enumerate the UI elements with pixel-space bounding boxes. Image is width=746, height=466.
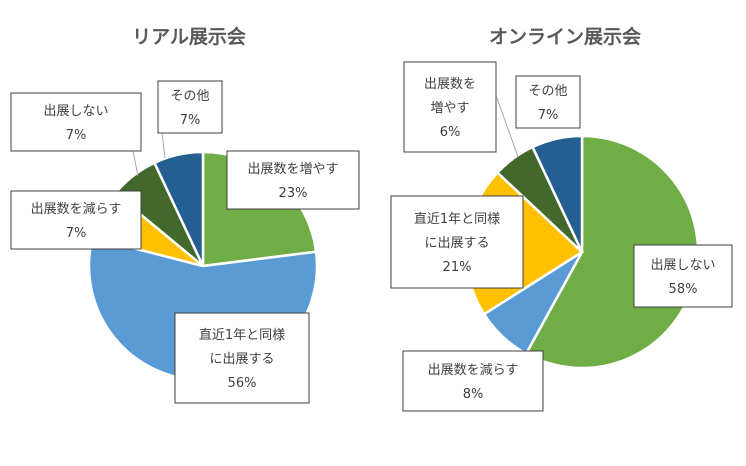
data-label: その他 7% [157, 80, 223, 134]
data-label-text: に出展する [209, 352, 274, 367]
data-label-text: 出展しない [43, 104, 108, 119]
data-label-box [633, 244, 733, 308]
data-label: 出展数を増やす 23% [226, 150, 360, 210]
data-label-text: その他 [528, 84, 567, 99]
data-label-box [390, 195, 524, 289]
data-label-text: 7% [538, 108, 559, 123]
data-label-box [402, 350, 544, 412]
data-label-text: 出展数を [424, 77, 476, 92]
pie-slice [152, 150, 205, 267]
data-labels: 出展数を増やす23%直近1年と同様に出展する56%出展数を減らす7%出展しない7… [10, 61, 733, 412]
data-label-box [10, 92, 142, 152]
data-label-text: に出展する [424, 236, 489, 251]
data-label-text: 23% [279, 186, 308, 201]
data-label-text: 7% [66, 128, 87, 143]
data-label-box [515, 75, 581, 129]
data-label: 出展しない 7% [10, 92, 142, 152]
leader-line [161, 132, 166, 159]
data-label: 出展数を減らす 7% [10, 190, 142, 250]
data-label-text: 増やす [430, 101, 469, 116]
data-label: 出展数を増やす 6% [403, 61, 497, 153]
leader-line [496, 97, 519, 158]
data-label-box [157, 80, 223, 134]
data-label-text: 出展数を減らす [31, 201, 122, 217]
data-label-text: 直近1年と同様 [199, 328, 285, 343]
data-label-text: 出展数を減らす [428, 362, 519, 378]
pie-slice [530, 134, 584, 253]
data-label-text: 56% [228, 376, 257, 391]
chart-title-real: リアル展示会 [132, 25, 246, 48]
data-label-text: 58% [669, 282, 698, 297]
data-label-text: 8% [463, 387, 484, 402]
data-label-text: その他 [170, 89, 209, 104]
data-label: その他 7% [515, 75, 581, 129]
data-label-text: 6% [440, 125, 461, 140]
data-label-text: 7% [66, 226, 87, 241]
leader-lines [132, 97, 519, 177]
leader-line [132, 150, 139, 177]
data-label-box [403, 61, 497, 153]
data-label: 出展数を減らす 8% [402, 350, 544, 412]
data-label: 出展しない 58% [633, 244, 733, 308]
data-label-text: 出展数を増やす [247, 162, 338, 177]
data-label-box [10, 190, 142, 250]
data-label-box [174, 312, 310, 404]
data-label-text: 21% [443, 260, 472, 275]
data-label-text: 7% [180, 113, 201, 128]
data-label-box [226, 150, 360, 210]
data-label-text: 出展しない [650, 258, 715, 273]
data-label-text: 直近1年と同様 [414, 212, 500, 227]
chart-title-online: オンライン展示会 [489, 25, 641, 48]
